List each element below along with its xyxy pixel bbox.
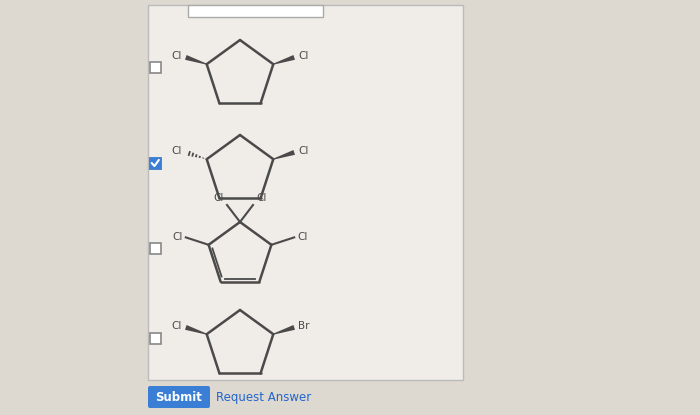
Bar bbox=[150, 332, 160, 344]
Text: Br: Br bbox=[298, 321, 309, 332]
Polygon shape bbox=[273, 150, 295, 160]
Polygon shape bbox=[185, 325, 207, 334]
Polygon shape bbox=[185, 55, 207, 65]
Polygon shape bbox=[273, 325, 295, 334]
Text: Cl: Cl bbox=[256, 193, 267, 203]
Text: Submit: Submit bbox=[155, 391, 202, 403]
Bar bbox=[150, 242, 160, 254]
FancyBboxPatch shape bbox=[148, 386, 210, 408]
Bar bbox=[150, 158, 160, 168]
Text: Cl: Cl bbox=[172, 321, 182, 332]
Polygon shape bbox=[273, 55, 295, 65]
Text: Cl: Cl bbox=[298, 232, 307, 242]
Text: Cl: Cl bbox=[298, 51, 309, 61]
Bar bbox=[150, 158, 160, 168]
Bar bbox=[150, 63, 160, 73]
Bar bbox=[148, 5, 463, 380]
Text: Cl: Cl bbox=[172, 232, 183, 242]
Text: Cl: Cl bbox=[172, 51, 182, 61]
Text: Request Answer: Request Answer bbox=[216, 391, 312, 403]
Text: Cl: Cl bbox=[172, 146, 182, 156]
Text: Cl: Cl bbox=[298, 146, 309, 156]
Bar bbox=[188, 5, 323, 17]
Text: Cl: Cl bbox=[214, 193, 224, 203]
